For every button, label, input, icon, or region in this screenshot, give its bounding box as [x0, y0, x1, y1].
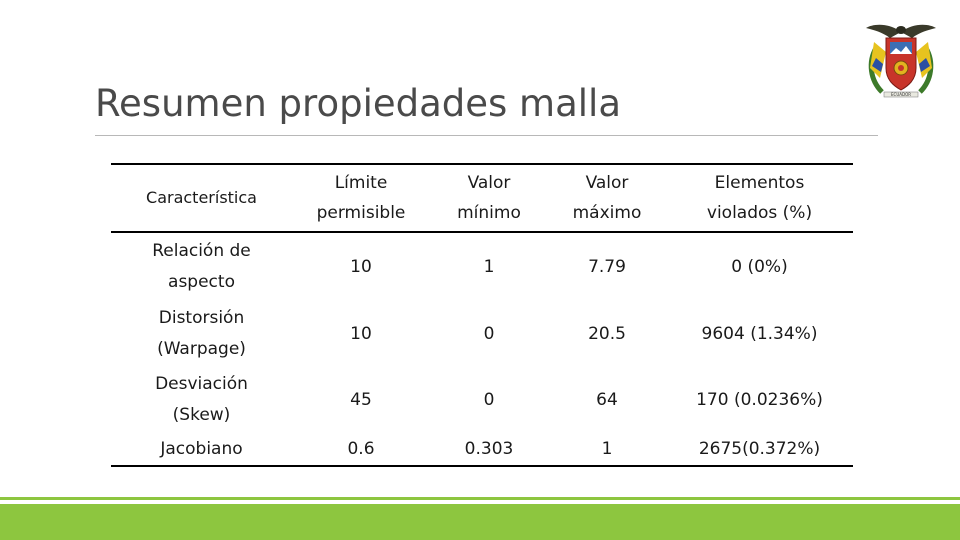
row-label: Distorsión (Warpage) — [157, 308, 246, 359]
max-cell: 7.79 — [588, 256, 626, 277]
table-header-row: Característica Límite permisible Valor mín… — [111, 164, 853, 232]
slide-title: Resumen propiedades malla — [95, 82, 622, 125]
limit-cell: 10 — [350, 323, 372, 344]
footer-accent-line — [0, 497, 960, 500]
max-cell: 20.5 — [588, 323, 626, 344]
max-cell: 64 — [596, 389, 618, 410]
max-cell: 1 — [601, 438, 613, 459]
min-cell: 0 — [483, 389, 495, 410]
row-label: Jacobiano — [160, 438, 243, 459]
min-cell: 0.303 — [464, 438, 514, 459]
footer-accent-band — [0, 504, 960, 540]
violated-cell: 170 (0.0236%) — [696, 389, 823, 410]
svg-text:ECUADOR: ECUADOR — [891, 92, 911, 97]
table-row: Desviación (Skew) 45 0 64 170 (0.0236%) — [111, 367, 853, 433]
university-crest-icon: ECUADOR — [866, 24, 936, 98]
row-label: Relación de aspecto — [152, 241, 251, 292]
violated-cell: 9604 (1.34%) — [701, 323, 818, 344]
footer-accent-bar — [0, 497, 960, 540]
min-cell: 1 — [483, 256, 495, 277]
limit-cell: 10 — [350, 256, 372, 277]
limit-cell: 45 — [350, 389, 372, 410]
header-elementos-violados: Elementos violados (%) — [706, 173, 813, 223]
table-row: Distorsión (Warpage) 10 0 20.5 9604 (1.34… — [111, 301, 853, 367]
header-caracteristica: Característica — [146, 188, 257, 207]
row-label: Desviación (Skew) — [155, 374, 248, 425]
violated-cell: 2675(0.372%) — [698, 438, 821, 459]
min-cell: 0 — [483, 323, 495, 344]
header-valor-minimo: Valor mínimo — [457, 173, 521, 223]
title-divider — [95, 135, 878, 136]
header-limite-permisible: Límite permisible — [316, 173, 406, 223]
header-valor-maximo: Valor máximo — [572, 173, 642, 223]
table-row: Relación de aspecto 10 1 7.79 0 (0%) — [111, 232, 853, 301]
violated-cell: 0 (0%) — [731, 256, 788, 277]
mesh-properties-table: Característica Límite permisible Valor mín… — [111, 163, 853, 467]
limit-cell: 0.6 — [347, 438, 375, 459]
table-row: Jacobiano 0.6 0.303 1 2675(0.372%) — [111, 433, 853, 466]
